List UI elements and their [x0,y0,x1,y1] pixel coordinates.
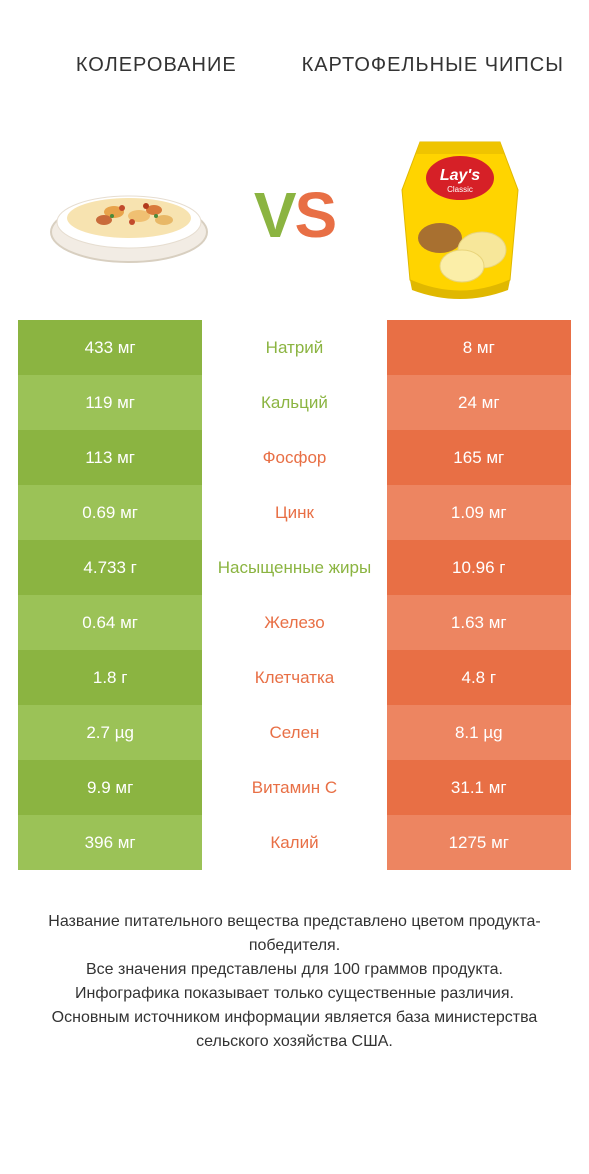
value-right: 8.1 µg [387,705,571,760]
vs-v: V [254,179,295,251]
table-row: 1.8 гКлетчатка4.8 г [18,650,571,705]
vs-s: S [295,179,336,251]
footer-line: Все значения представлены для 100 граммо… [28,958,561,982]
image-left [18,160,240,270]
nutrient-label: Селен [202,705,386,760]
infographic-container: КОЛЕРОВАНИЕ КАРТОФЕЛЬНЫЕ ЧИПСЫ VS [0,0,589,1054]
value-left: 433 мг [18,320,202,375]
nutrient-label: Кальций [202,375,386,430]
table-row: 396 мгКалий1275 мг [18,815,571,870]
table-row: 119 мгКальций24 мг [18,375,571,430]
value-right: 31.1 мг [387,760,571,815]
nutrient-label: Калий [202,815,386,870]
nutrient-label: Железо [202,595,386,650]
nutrient-label: Натрий [202,320,386,375]
nutrient-label: Витамин C [202,760,386,815]
value-left: 1.8 г [18,650,202,705]
titles-row: КОЛЕРОВАНИЕ КАРТОФЕЛЬНЫЕ ЧИПСЫ [18,20,571,110]
value-right: 1.63 мг [387,595,571,650]
vs-label: VS [240,178,350,252]
nutrient-label: Клетчатка [202,650,386,705]
value-left: 9.9 мг [18,760,202,815]
value-left: 0.69 мг [18,485,202,540]
table-row: 113 мгФосфор165 мг [18,430,571,485]
nutrient-label: Насыщенные жиры [202,540,386,595]
value-right: 4.8 г [387,650,571,705]
value-right: 1.09 мг [387,485,571,540]
value-left: 119 мг [18,375,202,430]
value-left: 2.7 µg [18,705,202,760]
comparison-table: 433 мгНатрий8 мг119 мгКальций24 мг113 мг… [18,320,571,870]
title-right: КАРТОФЕЛЬНЫЕ ЧИПСЫ [295,54,572,77]
table-row: 433 мгНатрий8 мг [18,320,571,375]
table-row: 0.69 мгЦинк1.09 мг [18,485,571,540]
table-row: 9.9 мгВитамин C31.1 мг [18,760,571,815]
table-row: 4.733 гНасыщенные жиры10.96 г [18,540,571,595]
nutrient-label: Цинк [202,485,386,540]
svg-text:Classic: Classic [447,185,473,194]
footer-line: Инфографика показывает только существенн… [28,982,561,1006]
value-right: 8 мг [387,320,571,375]
svg-text:Lay's: Lay's [440,167,480,184]
table-row: 2.7 µgСелен8.1 µg [18,705,571,760]
chips-bag-icon: Lay's Classic [390,130,530,300]
value-right: 165 мг [387,430,571,485]
footer-line: Название питательного вещества представл… [28,910,561,958]
value-right: 24 мг [387,375,571,430]
value-left: 113 мг [18,430,202,485]
value-left: 4.733 г [18,540,202,595]
footer-line: Основным источником информации является … [28,1006,561,1054]
nutrient-label: Фосфор [202,430,386,485]
title-left: КОЛЕРОВАНИЕ [18,54,295,77]
value-left: 0.64 мг [18,595,202,650]
table-row: 0.64 мгЖелезо1.63 мг [18,595,571,650]
image-right: Lay's Classic [350,130,572,300]
footer-text: Название питательного вещества представл… [18,910,571,1054]
value-right: 10.96 г [387,540,571,595]
casserole-icon [44,160,214,270]
images-row: VS Lay's Classic [18,110,571,320]
value-left: 396 мг [18,815,202,870]
value-right: 1275 мг [387,815,571,870]
